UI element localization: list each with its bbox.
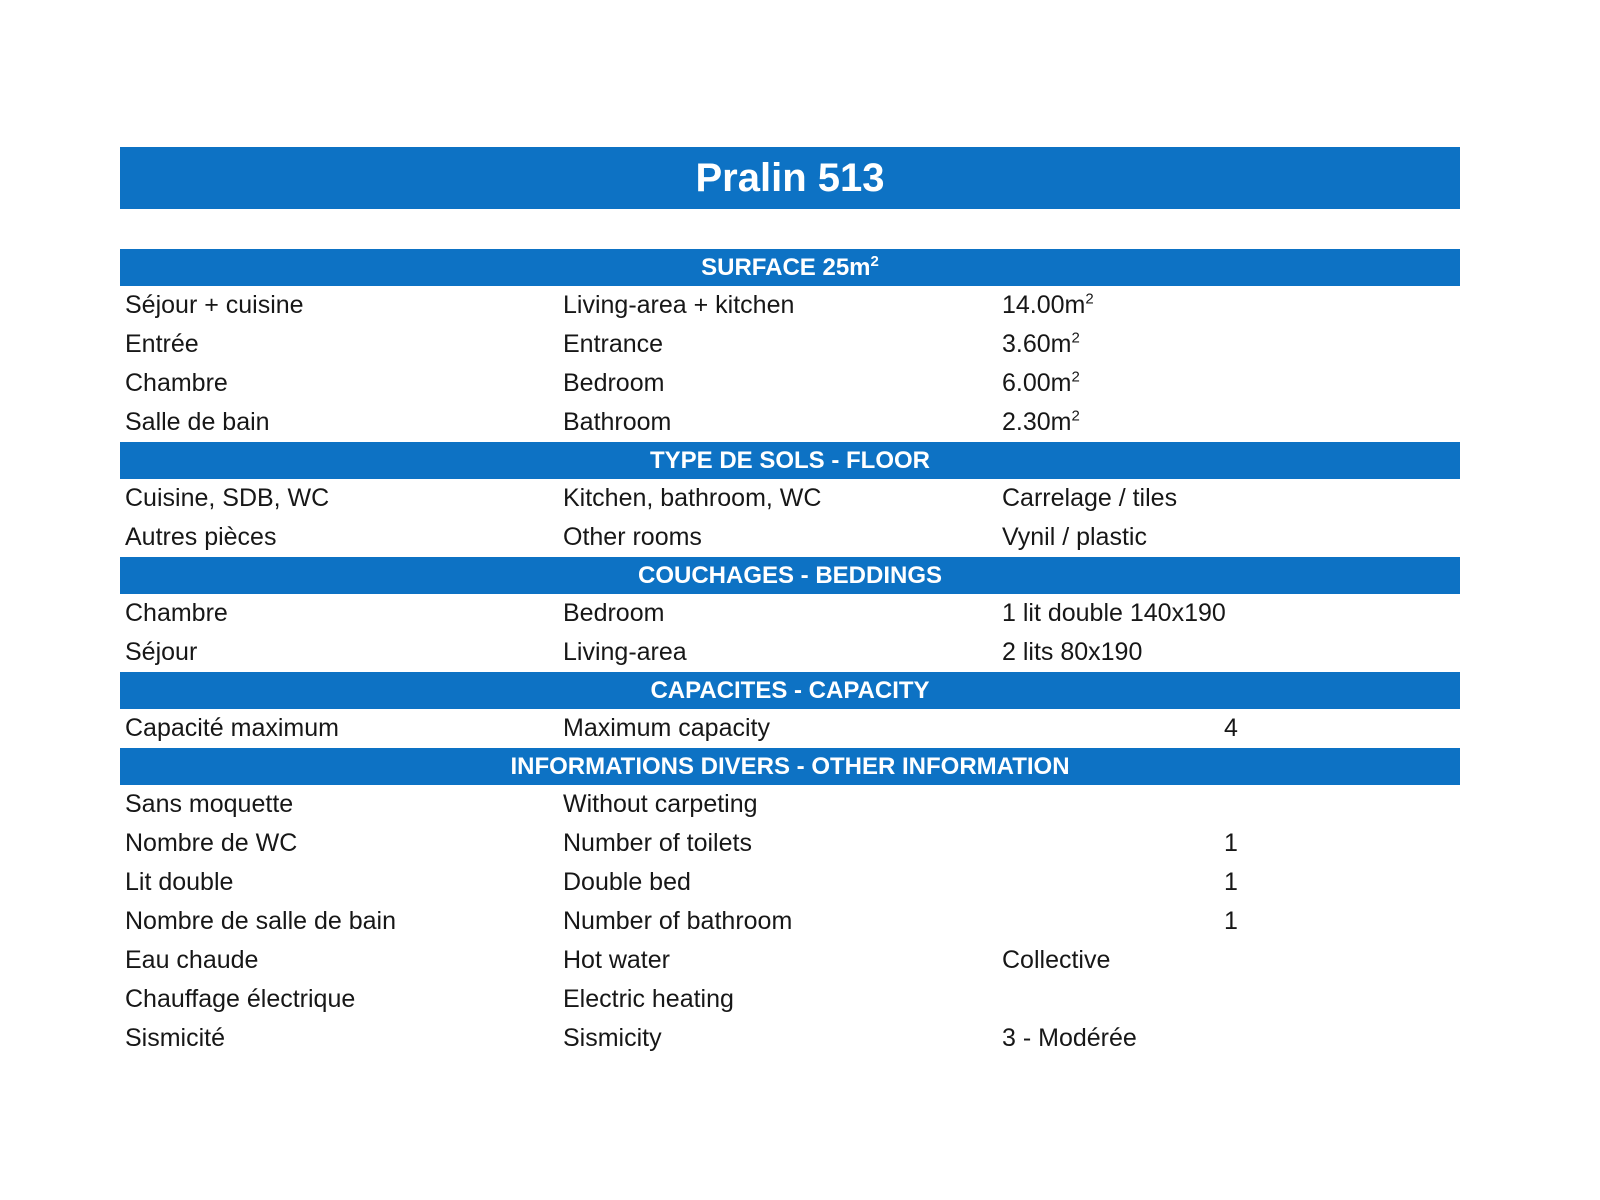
label-en: Number of toilets <box>563 829 752 857</box>
label-fr: Capacité maximum <box>125 714 339 742</box>
table-row: Sismicité Sismicity 3 - Modérée <box>120 1019 1460 1058</box>
label-fr: Sismicité <box>125 1024 226 1052</box>
row-value: 6.00m2 <box>1002 364 1080 403</box>
row-value: Vynil / plastic <box>1002 523 1147 551</box>
table-row: Lit double Double bed 1 <box>120 863 1460 902</box>
label-fr: Entrée <box>125 330 199 358</box>
section-header-beddings: COUCHAGES - BEDDINGS <box>120 557 1460 594</box>
label-en: Double bed <box>563 868 691 896</box>
value-text: 2.30m <box>1002 408 1072 436</box>
value-text: 14.00m <box>1002 291 1086 319</box>
value-superscript: 2 <box>1071 368 1080 386</box>
section-header-surface: SURFACE 25m2 <box>120 249 1460 286</box>
property-info-sheet: Pralin 513 SURFACE 25m2 Séjour + cuisine… <box>120 147 1460 1058</box>
label-fr: Chambre <box>125 369 228 397</box>
value-text: 3.60m <box>1002 330 1072 358</box>
table-row: Chauffage électrique Electric heating <box>120 980 1460 1019</box>
label-fr: Autres pièces <box>125 523 277 551</box>
label-en: Other rooms <box>563 523 702 551</box>
row-value: Collective <box>1002 946 1111 974</box>
page-title: Pralin 513 <box>695 156 885 200</box>
row-value: 1 lit double 140x190 <box>1002 599 1226 627</box>
table-row: Nombre de WC Number of toilets 1 <box>120 824 1460 863</box>
label-fr: Eau chaude <box>125 946 259 974</box>
row-value: 2 lits 80x190 <box>1002 638 1143 666</box>
section-header-label: TYPE DE SOLS - FLOOR <box>649 447 931 474</box>
numeric-value: 4 <box>1224 714 1238 742</box>
label-fr: Séjour + cuisine <box>125 291 304 319</box>
table-row: Chambre Bedroom 6.00m2 <box>120 364 1460 403</box>
value-superscript: 2 <box>1071 407 1080 425</box>
numeric-value: 1 <box>1224 868 1238 896</box>
label-en: Hot water <box>563 946 670 974</box>
row-value: Carrelage / tiles <box>1002 484 1178 512</box>
table-row: Entrée Entrance 3.60m2 <box>120 325 1460 364</box>
label-en: Bathroom <box>563 408 672 436</box>
row-value: 3 - Modérée <box>1002 1024 1137 1052</box>
numeric-value: 1 <box>1224 907 1238 935</box>
section-header-floor: TYPE DE SOLS - FLOOR <box>120 442 1460 479</box>
table-row: Séjour + cuisine Living-area + kitchen 1… <box>120 286 1460 325</box>
table-row: Nombre de salle de bain Number of bathro… <box>120 902 1460 941</box>
label-fr: Lit double <box>125 868 234 896</box>
value-superscript: 2 <box>1071 329 1080 347</box>
table-row: Sans moquette Without carpeting <box>120 785 1460 824</box>
section-header-label: INFORMATIONS DIVERS - OTHER INFORMATION <box>510 753 1070 780</box>
section-header-capacity: CAPACITES - CAPACITY <box>120 672 1460 709</box>
row-value: 2.30m2 <box>1002 403 1080 442</box>
label-fr: Nombre de WC <box>125 829 298 857</box>
label-en: Sismicity <box>563 1024 662 1052</box>
label-en: Bedroom <box>563 599 665 627</box>
section-header-label: COUCHAGES - BEDDINGS <box>637 562 943 589</box>
label-en: Bedroom <box>563 369 665 397</box>
label-en: Electric heating <box>563 985 734 1013</box>
label-en: Maximum capacity <box>563 714 770 742</box>
table-row: Autres pièces Other rooms Vynil / plasti… <box>120 518 1460 557</box>
table-row: Eau chaude Hot water Collective <box>120 941 1460 980</box>
label-fr: Chambre <box>125 599 228 627</box>
label-fr: Nombre de salle de bain <box>125 907 396 935</box>
section-header-other-information: INFORMATIONS DIVERS - OTHER INFORMATION <box>120 748 1460 785</box>
label-en: Without carpeting <box>563 790 758 818</box>
table-row: Chambre Bedroom 1 lit double 140x190 <box>120 594 1460 633</box>
header-superscript: 2 <box>870 253 879 270</box>
table-row: Salle de bain Bathroom 2.30m2 <box>120 403 1460 442</box>
row-value: 14.00m2 <box>1002 286 1094 325</box>
table-row: Séjour Living-area 2 lits 80x190 <box>120 633 1460 672</box>
label-fr: Cuisine, SDB, WC <box>125 484 330 512</box>
title-gap <box>120 209 1460 249</box>
label-en: Number of bathroom <box>563 907 793 935</box>
label-fr: Salle de bain <box>125 408 270 436</box>
row-value: 3.60m2 <box>1002 325 1080 364</box>
value-superscript: 2 <box>1085 290 1094 308</box>
label-en: Living-area + kitchen <box>563 291 795 319</box>
label-en: Kitchen, bathroom, WC <box>563 484 822 512</box>
table-row: Capacité maximum Maximum capacity 4 <box>120 709 1460 748</box>
label-fr: Séjour <box>125 638 198 666</box>
label-en: Entrance <box>563 330 664 358</box>
label-fr: Sans moquette <box>125 790 294 818</box>
value-text: 6.00m <box>1002 369 1072 397</box>
title-bar: Pralin 513 <box>120 147 1460 209</box>
label-en: Living-area <box>563 638 687 666</box>
section-header-label: CAPACITES - CAPACITY <box>650 677 930 704</box>
label-fr: Chauffage électrique <box>125 985 356 1013</box>
section-header-label: SURFACE 25m <box>701 254 871 281</box>
numeric-value: 1 <box>1224 829 1238 857</box>
table-row: Cuisine, SDB, WC Kitchen, bathroom, WC C… <box>120 479 1460 518</box>
